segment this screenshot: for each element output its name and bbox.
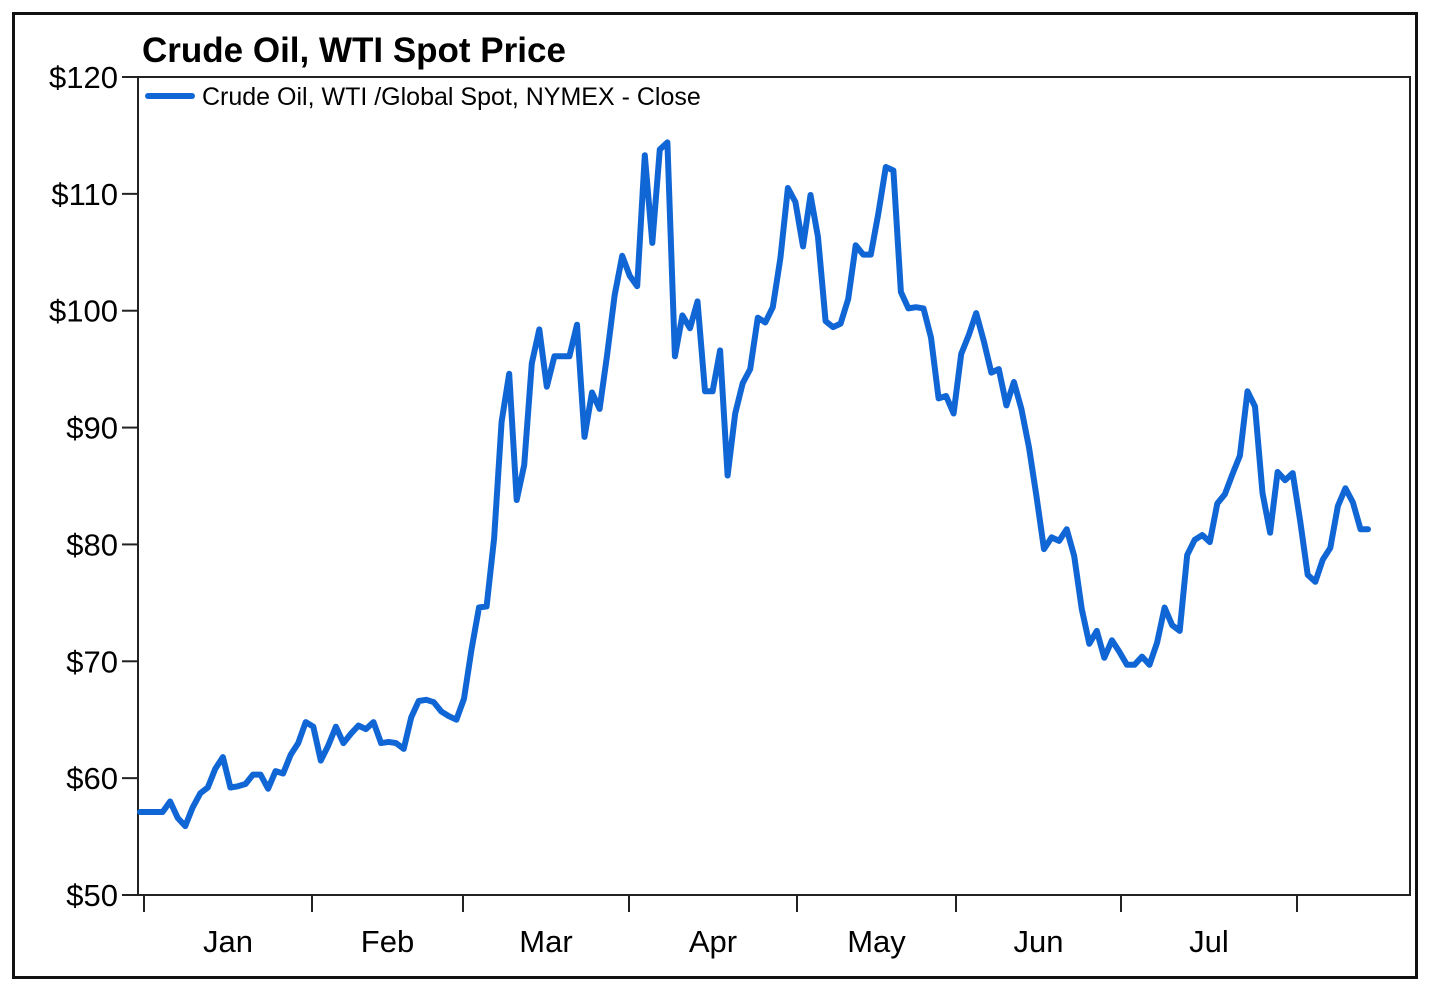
y-tick-label: $110: [51, 177, 118, 212]
y-tick-label: $100: [49, 294, 118, 329]
y-tick-label: $60: [66, 761, 118, 796]
y-tick-label: $80: [66, 527, 118, 562]
y-tick-label: $90: [66, 411, 118, 446]
x-tick-label: Jan: [203, 924, 253, 959]
y-axis: $50 $60 $70 $80 $90 $100 $110 $120: [49, 60, 138, 913]
chart-title: Crude Oil, WTI Spot Price: [142, 31, 566, 70]
chart-frame: Crude Oil, WTI Spot Price $50 $60 $70 $80 $9…: [12, 12, 1418, 979]
y-tick-label: $70: [66, 644, 118, 679]
series-line-wti: [137, 139, 1371, 830]
x-axis: Jan Feb Mar Apr May Jun Jul: [143, 895, 1298, 959]
x-tick-label: May: [847, 924, 906, 959]
y-tick-label: $120: [49, 60, 118, 95]
x-tick-label: Mar: [519, 924, 572, 959]
y-tick-label: $50: [66, 878, 118, 913]
plot-area: [137, 76, 1411, 896]
x-tick-label: Apr: [689, 924, 737, 959]
x-tick-label: Jun: [1014, 924, 1064, 959]
x-tick-label: Feb: [361, 924, 414, 959]
legend: Crude Oil, WTI /Global Spot, NYMEX - Clo…: [145, 83, 701, 111]
legend-label: Crude Oil, WTI /Global Spot, NYMEX - Clo…: [202, 83, 701, 111]
line-chart: Crude Oil, WTI Spot Price $50 $60 $70 $80 $9…: [49, 31, 1411, 959]
x-tick-label: Jul: [1189, 924, 1229, 959]
